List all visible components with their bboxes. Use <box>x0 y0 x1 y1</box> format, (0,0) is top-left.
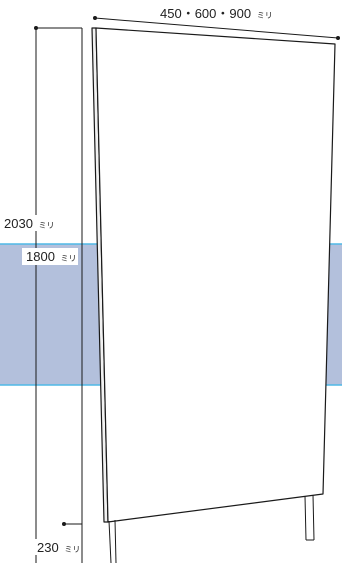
width-dim-left-dot <box>93 16 97 20</box>
labels: 450・600・900 ミリ 2030 ミリ 1800 ミリ 230 ミリ <box>2 6 273 555</box>
total-height-label-bg <box>2 215 54 231</box>
width-dim-line <box>94 17 339 39</box>
leg-height-unit: ミリ <box>64 545 80 554</box>
leg-height-label: 230 ミリ <box>37 540 80 555</box>
dimension-lines <box>34 16 340 563</box>
leg-right-inner <box>312 494 315 541</box>
width-dim-right-dot <box>336 36 340 40</box>
band-height-unit: ミリ <box>61 254 77 263</box>
band-height-label: 1800 ミリ <box>26 249 77 264</box>
total-height-unit: ミリ <box>39 221 55 230</box>
panel <box>91 27 336 523</box>
total-height-value: 2030 <box>4 216 33 231</box>
width-unit: ミリ <box>257 11 273 20</box>
width-label: 450・600・900 ミリ <box>160 6 273 21</box>
panel-face <box>95 27 336 523</box>
leg-height-value: 230 <box>37 540 59 555</box>
band-height-value: 1800 <box>26 249 55 264</box>
total-height-top-dot <box>34 26 38 30</box>
leg-right-outer <box>304 495 307 541</box>
band-height-label-bg <box>22 248 78 265</box>
legs <box>108 494 315 563</box>
leg-left-inner <box>114 519 117 563</box>
leg-left-outer <box>108 520 112 563</box>
total-height-label: 2030 ミリ <box>4 216 55 231</box>
leg-height-dot <box>62 522 66 526</box>
width-value: 450・600・900 <box>160 6 251 21</box>
leg-height-label-bg <box>34 539 80 555</box>
